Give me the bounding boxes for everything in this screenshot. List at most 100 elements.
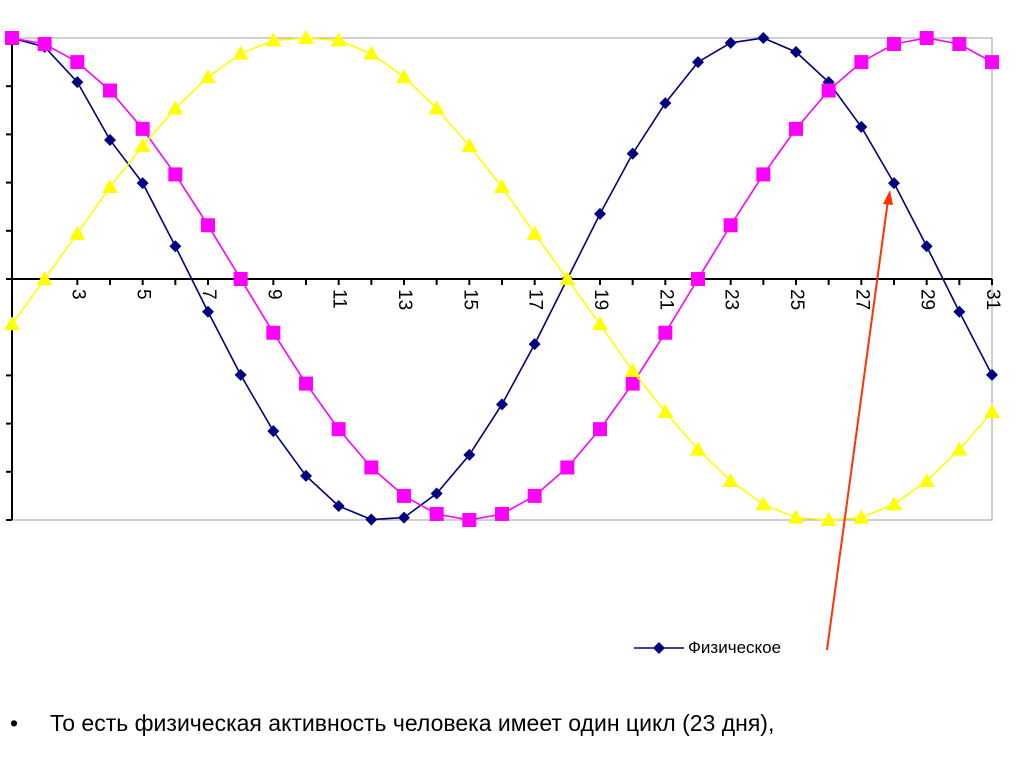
- data-point-triangle: [951, 441, 968, 456]
- data-point-triangle: [886, 496, 902, 511]
- data-point-triangle: [624, 363, 641, 378]
- data-point-diamond: [104, 133, 116, 146]
- data-point-triangle: [4, 316, 20, 331]
- data-point-diamond: [430, 487, 443, 500]
- data-point-square: [789, 121, 803, 136]
- annotation-arrow-line: [826, 199, 889, 651]
- data-point-diamond: [169, 240, 182, 253]
- data-point-square: [756, 167, 771, 182]
- data-point-square: [397, 488, 411, 503]
- data-point-diamond: [626, 147, 639, 160]
- data-point-square: [560, 460, 575, 475]
- legend-swatch-diamond-icon: [634, 642, 684, 654]
- data-point-diamond: [724, 36, 737, 49]
- series-1: [6, 32, 998, 526]
- data-point-square: [658, 325, 673, 340]
- data-point-triangle: [461, 137, 478, 152]
- data-point-square: [527, 488, 542, 503]
- data-point-square: [135, 121, 150, 136]
- data-point-triangle: [428, 100, 445, 115]
- data-point-square: [854, 55, 869, 70]
- data-point-triangle: [363, 45, 380, 60]
- x-tick-label: 19: [590, 289, 611, 310]
- data-point-triangle: [330, 32, 347, 47]
- data-point-square: [723, 218, 738, 233]
- data-point-square: [593, 422, 607, 437]
- data-point-square: [5, 31, 19, 45]
- x-tick-label: 9: [263, 289, 284, 300]
- data-point-triangle: [592, 316, 608, 331]
- data-point-triangle: [722, 472, 739, 487]
- x-tick-label: 21: [655, 289, 676, 310]
- series-3: [4, 30, 1000, 526]
- legend: Физическое: [634, 636, 781, 660]
- annotation-arrow-head: [883, 190, 893, 205]
- data-point-diamond: [463, 448, 476, 461]
- data-point-square: [625, 376, 640, 391]
- bullet-symbol: •: [10, 710, 19, 736]
- series-layer: [4, 30, 1000, 527]
- data-point-triangle: [690, 441, 706, 456]
- data-point-diamond: [790, 45, 802, 58]
- series-2: [5, 31, 999, 527]
- data-point-square: [168, 167, 183, 182]
- data-point-triangle: [396, 69, 412, 84]
- data-point-triangle: [853, 509, 870, 524]
- data-point-triangle: [69, 225, 86, 240]
- data-point-square: [985, 55, 999, 70]
- data-point-square: [299, 376, 313, 391]
- x-tick-label: 25: [786, 289, 807, 310]
- x-tick-label: 11: [329, 289, 350, 309]
- data-point-diamond: [365, 513, 378, 526]
- annotation-arrow: [826, 190, 893, 651]
- data-point-diamond: [855, 120, 868, 133]
- data-point-diamond: [267, 425, 280, 438]
- data-point-square: [37, 37, 52, 52]
- data-point-diamond: [71, 76, 84, 89]
- data-point-diamond: [496, 398, 508, 411]
- data-point-square: [201, 218, 215, 233]
- data-point-diamond: [300, 469, 312, 482]
- data-point-square: [919, 31, 934, 45]
- data-point-triangle: [918, 472, 935, 487]
- data-point-square: [331, 422, 346, 437]
- x-tick-label: 29: [917, 289, 938, 310]
- data-point-diamond: [659, 97, 672, 110]
- x-tick-label: 17: [525, 289, 546, 310]
- x-tick-label: 15: [459, 289, 480, 310]
- bullet-point: • То есть физическая активность человека…: [10, 710, 774, 737]
- data-point-triangle: [265, 32, 282, 47]
- data-point-triangle: [232, 45, 249, 60]
- x-tick-label: 31: [982, 289, 1003, 310]
- data-point-diamond: [888, 177, 900, 190]
- data-point-diamond: [594, 207, 606, 220]
- data-point-triangle: [167, 100, 184, 115]
- data-point-diamond: [920, 240, 933, 253]
- data-point-square: [691, 272, 705, 286]
- data-point-square: [70, 55, 85, 70]
- data-point-square: [887, 37, 901, 52]
- data-point-triangle: [984, 404, 1000, 419]
- data-point-square: [233, 272, 248, 286]
- data-point-diamond: [398, 511, 410, 524]
- data-point-diamond: [234, 368, 247, 381]
- bullet-text: То есть физическая активность человека и…: [50, 710, 775, 736]
- data-point-diamond: [332, 500, 345, 513]
- data-point-diamond: [136, 177, 149, 190]
- x-tick-label: 27: [851, 289, 872, 310]
- data-point-triangle: [200, 69, 216, 84]
- legend-label: Физическое: [688, 638, 782, 657]
- x-tick-label: 3: [67, 289, 88, 300]
- data-point-triangle: [820, 512, 837, 526]
- x-tick-label: 23: [721, 289, 742, 310]
- data-point-triangle: [559, 271, 576, 285]
- data-point-diamond: [953, 305, 966, 318]
- x-tick-label: 7: [198, 289, 219, 300]
- data-point-triangle: [298, 30, 314, 44]
- data-point-square: [429, 506, 444, 521]
- data-point-diamond: [757, 32, 770, 44]
- data-point-square: [266, 325, 281, 340]
- data-point-diamond: [692, 56, 704, 69]
- data-point-square: [495, 506, 509, 521]
- data-point-diamond: [202, 305, 214, 318]
